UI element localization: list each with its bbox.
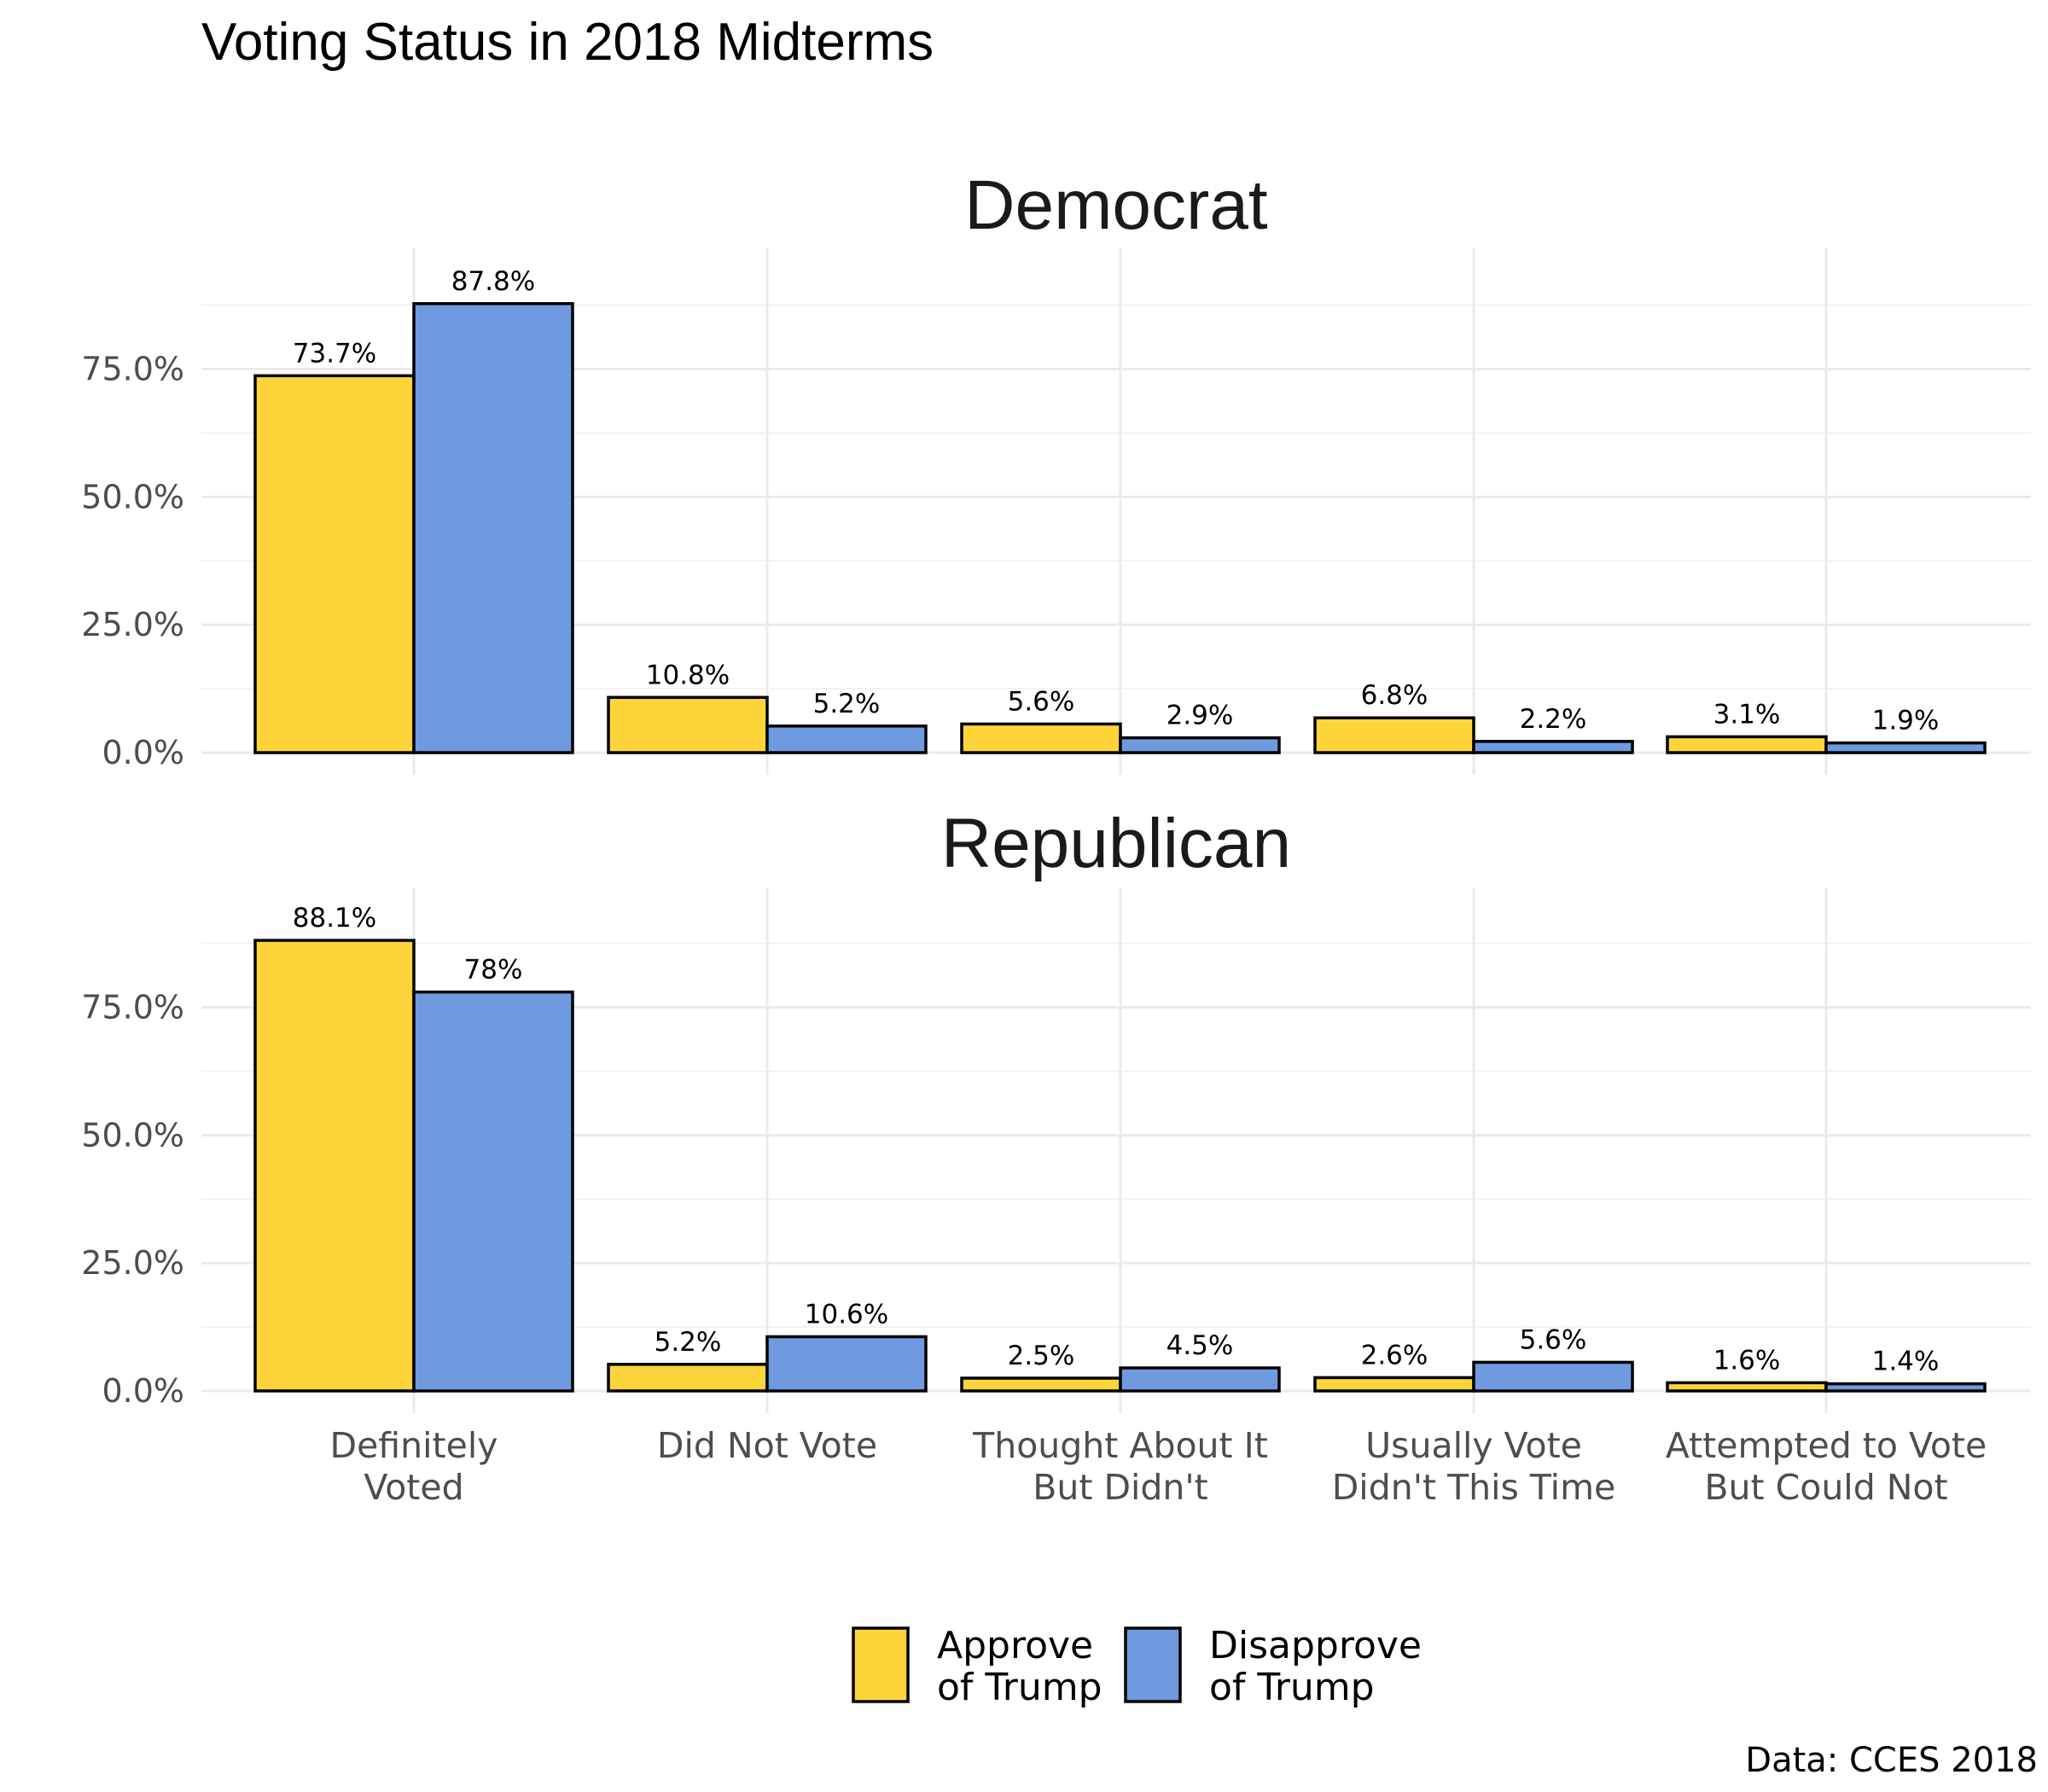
bar-value-label: 2.5% bbox=[1008, 1341, 1075, 1371]
bar-disapprove bbox=[412, 302, 574, 754]
bar-approve bbox=[607, 1363, 769, 1393]
bar-value-label: 5.6% bbox=[1520, 1324, 1587, 1355]
bar-approve bbox=[1666, 1381, 1828, 1393]
x-tick-label: Voted bbox=[364, 1467, 463, 1508]
bar-value-label: 10.6% bbox=[805, 1299, 888, 1329]
bar-disapprove bbox=[412, 990, 574, 1393]
bar-disapprove bbox=[765, 1335, 928, 1393]
x-tick-label: But Didn't bbox=[1033, 1467, 1208, 1508]
bar-value-label: 2.9% bbox=[1167, 701, 1234, 731]
x-tick-label: Didn't This Time bbox=[1332, 1467, 1616, 1508]
facet-title: Democrat bbox=[964, 166, 1268, 244]
y-tick-label: 0.0% bbox=[102, 734, 184, 771]
x-tick-label: But Could Not bbox=[1704, 1467, 1947, 1508]
x-tick-label: Did Not Vote bbox=[657, 1425, 877, 1466]
bar-value-label: 4.5% bbox=[1167, 1330, 1234, 1361]
facet-title: Republican bbox=[941, 805, 1291, 882]
x-tick-label: Attempted to Vote bbox=[1666, 1425, 1987, 1466]
bar-approve bbox=[960, 722, 1122, 754]
bar-approve bbox=[1313, 716, 1475, 754]
bar-approve bbox=[1666, 735, 1828, 754]
bar-value-label: 1.4% bbox=[1872, 1347, 1940, 1377]
y-tick-label: 25.0% bbox=[81, 606, 184, 643]
bar-value-label: 78% bbox=[464, 955, 523, 986]
legend-key-approve bbox=[852, 1626, 910, 1703]
legend-label: of Trump bbox=[1209, 1666, 1375, 1709]
bar-approve bbox=[253, 374, 416, 754]
y-tick-label: 50.0% bbox=[81, 478, 184, 515]
bar-value-label: 5.6% bbox=[1008, 686, 1075, 717]
bar-disapprove bbox=[1119, 736, 1281, 754]
caption: Data: CCES 2018 bbox=[1745, 1741, 2038, 1780]
bar-approve bbox=[1313, 1376, 1475, 1393]
x-tick-label: Thought About It bbox=[972, 1425, 1268, 1466]
y-tick-label: 75.0% bbox=[81, 351, 184, 388]
bar-value-label: 5.2% bbox=[813, 689, 881, 719]
bar-approve bbox=[607, 695, 769, 754]
x-tick-label: Definitely bbox=[330, 1425, 498, 1466]
bar-disapprove bbox=[1119, 1366, 1281, 1393]
bar-disapprove bbox=[1472, 1360, 1634, 1393]
bar-value-label: 87.8% bbox=[451, 266, 535, 297]
y-tick-label: 0.0% bbox=[102, 1372, 184, 1410]
bar-approve bbox=[960, 1376, 1122, 1393]
y-tick-label: 75.0% bbox=[81, 989, 184, 1027]
legend-key-disapprove bbox=[1124, 1626, 1182, 1703]
bar-value-label: 2.2% bbox=[1520, 704, 1587, 735]
facet-panel: Democrat 0.0% 25.0% 50.0% 75.0% 73.7% 10.8% 5.6… bbox=[81, 166, 2031, 775]
bar-value-label: 10.8% bbox=[646, 660, 730, 690]
y-tick-label: 50.0% bbox=[81, 1116, 184, 1154]
chart-title: Voting Status in 2018 Midterms bbox=[201, 13, 934, 72]
bar-value-label: 2.6% bbox=[1361, 1340, 1428, 1370]
x-tick-label: Usually Vote bbox=[1365, 1425, 1582, 1466]
bar-value-label: 3.1% bbox=[1713, 699, 1781, 730]
legend-label: of Trump bbox=[937, 1666, 1103, 1709]
bar-value-label: 88.1% bbox=[293, 903, 376, 934]
bar-value-label: 73.7% bbox=[293, 338, 376, 369]
bar-value-label: 6.8% bbox=[1361, 680, 1428, 711]
bar-disapprove bbox=[1824, 741, 1987, 754]
y-tick-label: 25.0% bbox=[81, 1244, 184, 1282]
bar-disapprove bbox=[765, 724, 928, 754]
bar-value-label: 1.6% bbox=[1713, 1345, 1781, 1376]
bar-value-label: 5.2% bbox=[655, 1327, 722, 1358]
legend-label: Disapprove bbox=[1209, 1624, 1422, 1667]
facet-panel: Republican 0.0% 25.0% 50.0% 75.0% 88.1% 5.2% 2.… bbox=[81, 805, 2031, 1413]
chart-panels: Democrat 0.0% 25.0% 50.0% 75.0% 73.7% 10.8% 5.6… bbox=[81, 166, 2031, 1413]
legend-label: Approve bbox=[937, 1624, 1093, 1667]
bar-disapprove bbox=[1824, 1382, 1987, 1393]
bar-value-label: 1.9% bbox=[1872, 706, 1940, 736]
bar-approve bbox=[253, 939, 416, 1393]
bar-disapprove bbox=[1472, 740, 1634, 754]
